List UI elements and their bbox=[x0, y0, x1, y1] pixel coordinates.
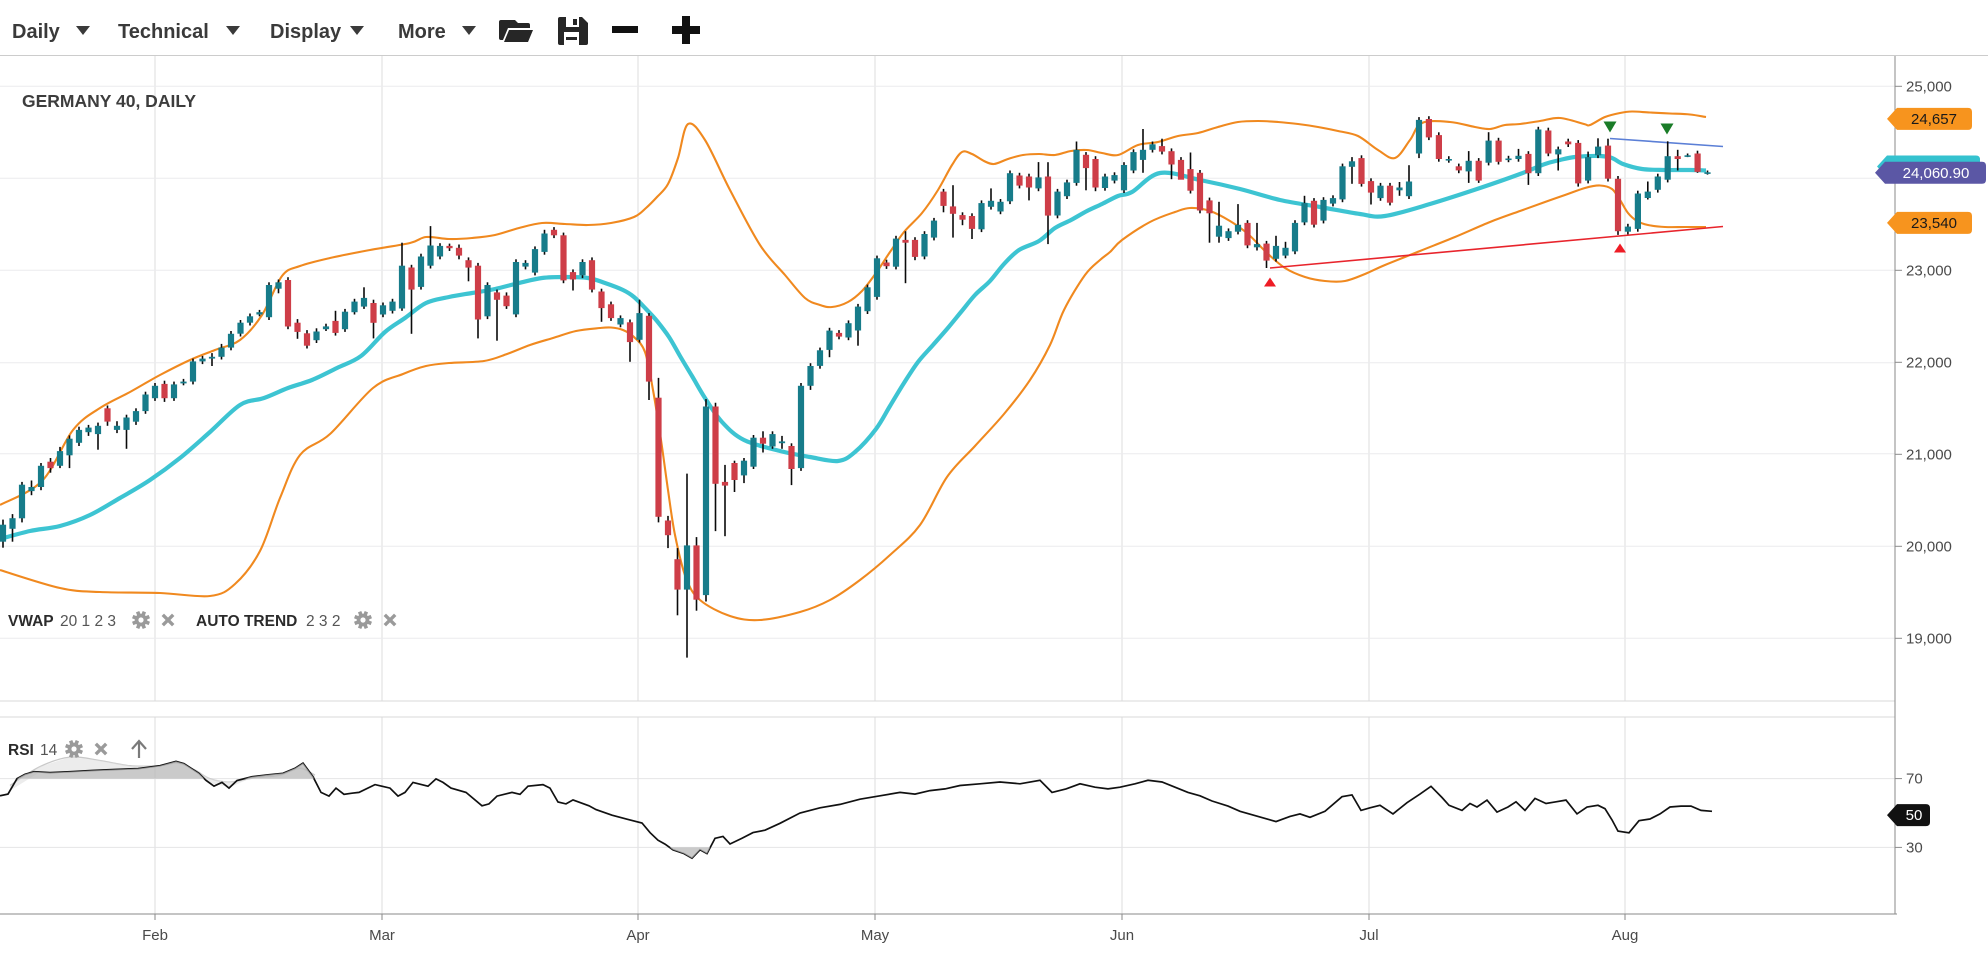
svg-text:24,060.90: 24,060.90 bbox=[1903, 165, 1970, 182]
svg-text:Daily: Daily bbox=[12, 21, 61, 43]
svg-text:May: May bbox=[861, 927, 890, 944]
svg-text:50: 50 bbox=[1906, 807, 1923, 824]
svg-text:22,000: 22,000 bbox=[1906, 354, 1952, 371]
svg-text:Feb: Feb bbox=[142, 927, 168, 944]
svg-text:21,000: 21,000 bbox=[1906, 446, 1952, 463]
svg-text:Aug: Aug bbox=[1612, 927, 1639, 944]
svg-text:20 1 2 3: 20 1 2 3 bbox=[60, 613, 116, 630]
svg-text:24,657: 24,657 bbox=[1911, 111, 1957, 128]
svg-text:20,000: 20,000 bbox=[1906, 538, 1952, 555]
svg-text:25,000: 25,000 bbox=[1906, 78, 1952, 95]
svg-text:23,000: 23,000 bbox=[1906, 262, 1952, 279]
svg-text:14: 14 bbox=[40, 742, 58, 759]
svg-text:Apr: Apr bbox=[626, 927, 649, 944]
svg-text:Jul: Jul bbox=[1359, 927, 1378, 944]
svg-text:30: 30 bbox=[1906, 839, 1923, 856]
svg-text:23,540: 23,540 bbox=[1911, 215, 1957, 232]
svg-text:AUTO TREND: AUTO TREND bbox=[196, 613, 297, 630]
svg-text:2 3 2: 2 3 2 bbox=[306, 613, 340, 630]
svg-text:70: 70 bbox=[1906, 771, 1923, 788]
svg-text:19,000: 19,000 bbox=[1906, 630, 1952, 647]
svg-text:Jun: Jun bbox=[1110, 927, 1134, 944]
svg-text:Display: Display bbox=[270, 21, 342, 43]
svg-text:Mar: Mar bbox=[369, 927, 395, 944]
svg-text:RSI: RSI bbox=[8, 742, 34, 759]
svg-text:VWAP: VWAP bbox=[8, 613, 54, 630]
svg-text:Technical: Technical bbox=[118, 21, 209, 43]
svg-text:GERMANY 40, DAILY: GERMANY 40, DAILY bbox=[22, 91, 196, 111]
svg-text:More: More bbox=[398, 21, 446, 43]
